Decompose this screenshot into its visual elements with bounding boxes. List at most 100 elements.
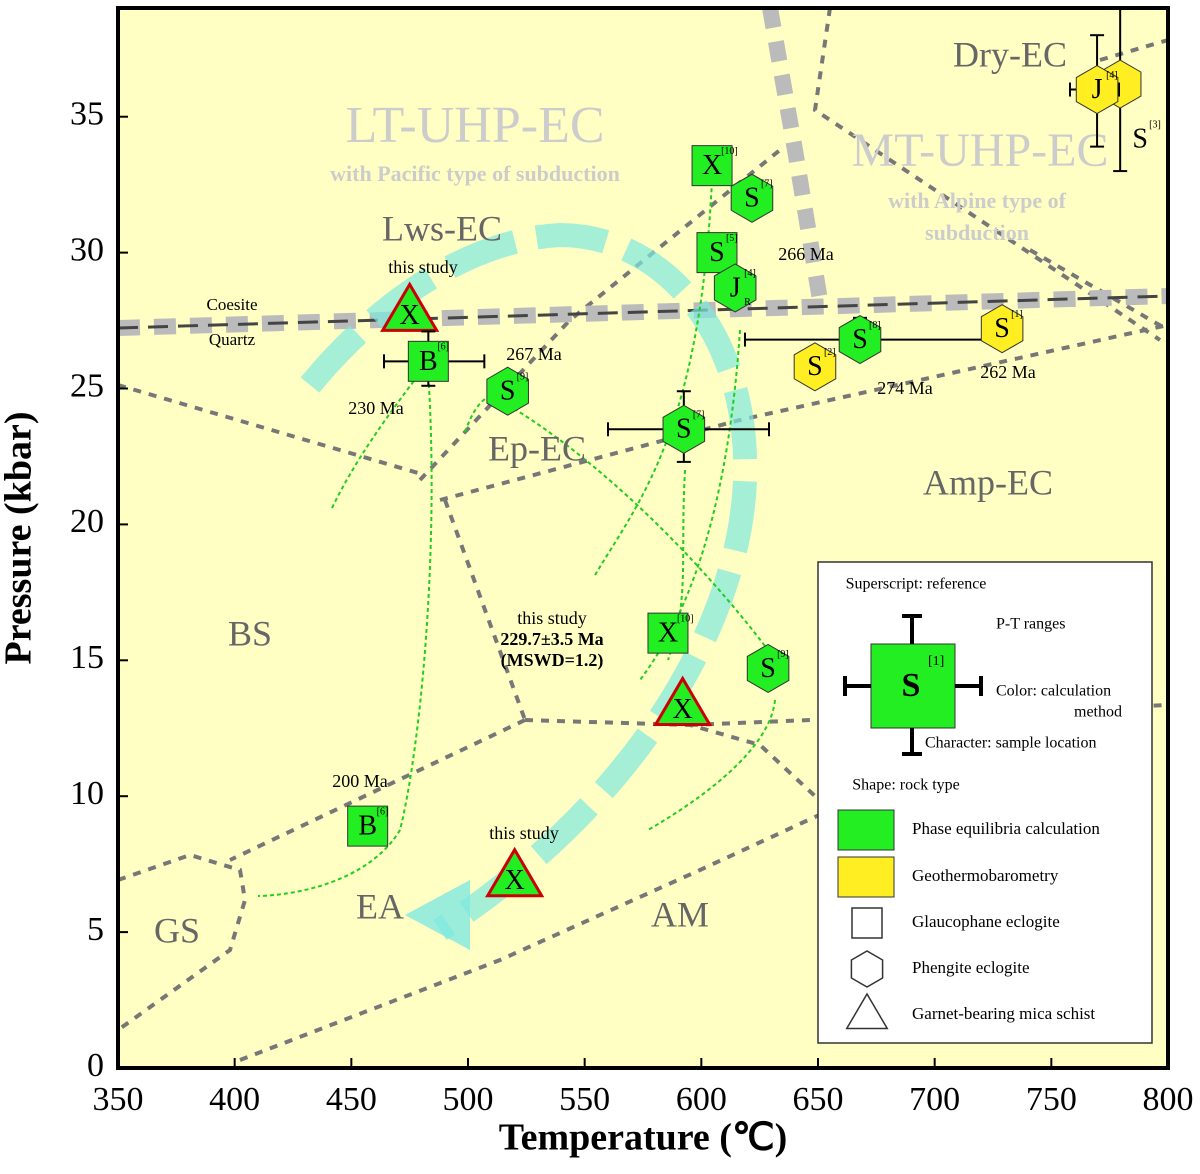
annotation: 266 Ma — [778, 244, 834, 264]
field-label: AM — [651, 894, 709, 934]
mica-schist-marker — [485, 846, 545, 898]
annotation: this study — [517, 608, 587, 628]
glaucophane-eclogite-marker — [347, 805, 389, 847]
marker-letter: X — [702, 150, 722, 181]
marker-letter: S — [1132, 124, 1148, 155]
y-tick-label: 20 — [70, 503, 104, 540]
glaucophane-eclogite-marker — [851, 907, 883, 939]
marker-letter: S — [852, 324, 868, 355]
annotation: 229.7±3.5 Ma — [500, 629, 603, 649]
annotation: this study — [489, 823, 559, 843]
marker-reference: [8] — [869, 320, 881, 331]
facies-boundary — [524, 718, 832, 812]
marker-reference: [4] — [744, 268, 756, 279]
legend-note: Color: calculation — [996, 683, 1111, 700]
y-tick-label: 15 — [70, 639, 104, 676]
pt-trajectory — [647, 699, 776, 831]
x-tick-label: 650 — [793, 1081, 844, 1118]
facies-boundary — [443, 499, 527, 721]
coesite-quartz-line — [118, 294, 1168, 330]
legend-swatch — [837, 809, 895, 851]
y-axis-label: Pressure (kbar) — [0, 412, 40, 665]
marker-reference: [6] — [437, 342, 449, 353]
x-tick-label: 750 — [1026, 1081, 1077, 1118]
legend-note: method — [1074, 704, 1122, 721]
x-tick-label: 350 — [93, 1081, 144, 1118]
x-tick-label: 550 — [559, 1081, 610, 1118]
pt-arrowhead — [405, 880, 470, 950]
marker-reference: [2] — [824, 347, 836, 358]
uhp-boundary — [762, 8, 828, 302]
glaucophane-eclogite-marker — [696, 232, 738, 274]
annotation: (MSWD=1.2) — [501, 650, 604, 671]
marker-reference: [5] — [726, 233, 738, 244]
marker-reference: [10] — [721, 146, 738, 157]
marker-letter: X — [673, 694, 693, 725]
marker-reference: [9] — [517, 372, 529, 383]
annotation: 230 Ma — [348, 398, 404, 418]
glaucophane-eclogite-marker — [691, 145, 733, 187]
x-tick-label: 600 — [676, 1081, 727, 1118]
legend-label: Garnet-bearing mica schist — [912, 1004, 1095, 1023]
marker-letter: J — [730, 272, 741, 303]
legend-box — [817, 561, 1153, 1044]
marker-letter: X — [505, 865, 525, 896]
y-tick-label: 25 — [70, 367, 104, 404]
plot-frame — [116, 6, 1170, 1070]
mica-schist-marker — [845, 992, 889, 1030]
marker-reference: [1] — [1011, 309, 1023, 320]
annotation: 262 Ma — [980, 362, 1036, 382]
phengite-eclogite-marker — [746, 643, 790, 694]
legend-example-reference: [1] — [928, 654, 944, 669]
marker-reference: [7] — [693, 410, 705, 421]
legend-label: Phengite eclogite — [912, 958, 1030, 977]
legend-label: Geothermobarometry — [912, 866, 1059, 885]
annotation: 274 Ma — [877, 378, 933, 398]
marker-letter: J — [1092, 74, 1103, 105]
pt-trajectory — [639, 329, 741, 681]
field-label: subduction — [925, 220, 1029, 245]
facies-boundary — [812, 8, 1162, 342]
field-label: with Pacific type of subduction — [330, 161, 620, 186]
facies-boundary — [1028, 248, 1168, 332]
glaucophane-eclogite-marker — [647, 612, 689, 654]
field-label: Lws-EC — [382, 208, 502, 248]
phengite-eclogite-marker — [730, 173, 774, 223]
pt-path — [300, 222, 758, 941]
field-label: MT-UHP-EC — [852, 124, 1109, 177]
y-tick-label: 0 — [87, 1047, 104, 1084]
field-label: with Alpine type of — [888, 188, 1067, 213]
facies-boundary — [239, 808, 831, 1062]
marker-letter: S — [500, 376, 516, 407]
legend-label: Phase equilibria calculation — [912, 819, 1100, 838]
x-tick-label: 800 — [1143, 1081, 1194, 1118]
x-tick-label: 450 — [326, 1081, 377, 1118]
x-axis-label: Temperature (℃) — [499, 1117, 788, 1159]
field-label: Dry-EC — [953, 34, 1067, 74]
phengite-eclogite-marker — [980, 304, 1024, 354]
legend-note: P-T ranges — [996, 616, 1065, 633]
y-tick-label: 35 — [70, 96, 104, 133]
y-tick-label: 5 — [87, 911, 104, 948]
phengite-eclogite-marker — [662, 404, 706, 454]
facies-boundary — [1099, 38, 1168, 62]
marker-letter: B — [358, 811, 377, 842]
marker-letter: X — [400, 300, 420, 331]
marker-letter: S — [709, 237, 725, 268]
facies-boundary — [118, 383, 426, 477]
mica-schist-marker — [653, 675, 713, 727]
legend-example-letter: S — [902, 667, 921, 704]
legend-label: Glaucophane eclogite — [912, 912, 1060, 931]
marker-reference: [9] — [777, 649, 789, 660]
phengite-eclogite-marker — [486, 366, 529, 416]
x-tick-label: 400 — [209, 1081, 260, 1118]
field-label: Amp-EC — [923, 462, 1053, 502]
marker-subscript: R — [744, 297, 751, 308]
marker-letter: S — [760, 653, 776, 684]
phengite-eclogite-marker — [850, 950, 884, 988]
legend-note: Shape: rock type — [852, 777, 960, 794]
marker-letter: X — [658, 618, 678, 649]
pt-trajectory — [507, 404, 769, 651]
field-label: EA — [356, 886, 404, 926]
